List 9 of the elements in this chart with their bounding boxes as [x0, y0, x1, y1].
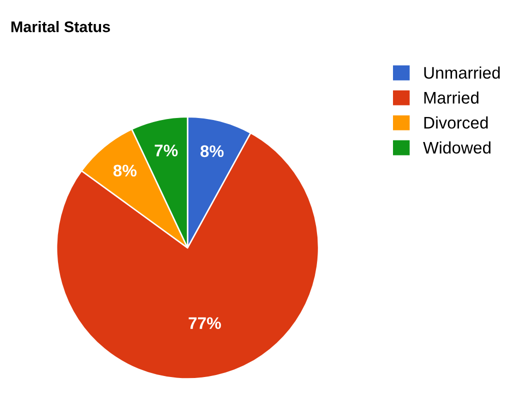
- legend-label: Unmarried: [424, 66, 500, 79]
- legend-label: Married: [424, 91, 478, 104]
- legend-label: Divorced: [424, 116, 488, 129]
- data-label: 77%: [188, 317, 221, 329]
- data-label: 8%: [113, 164, 137, 177]
- chart-title: Marital Status: [11, 21, 110, 32]
- data-label: 8%: [200, 145, 224, 158]
- legend-label: Widowed: [423, 141, 490, 154]
- data-label: 7%: [154, 144, 178, 156]
